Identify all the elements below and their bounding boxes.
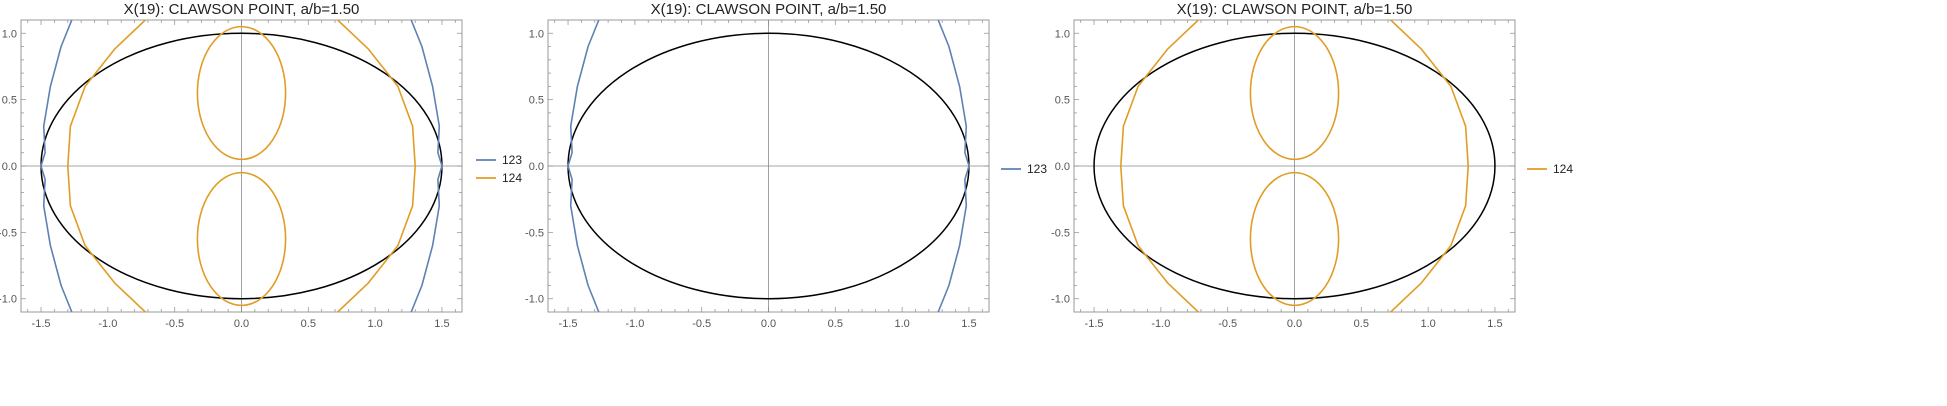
series-124-curve <box>1120 20 1199 312</box>
x-tick-label: -1.0 <box>1151 318 1170 330</box>
chart-title: X(19): CLAWSON POINT, a/b=1.50 <box>124 1 360 18</box>
x-tick-label: -1.5 <box>1085 318 1104 330</box>
x-tick-label: 0.0 <box>1287 318 1302 330</box>
series-123-curve <box>410 20 443 312</box>
legend-label-123: 123 <box>1027 162 1047 176</box>
y-tick-label: -1.0 <box>525 294 544 306</box>
series-123-curve <box>937 20 970 312</box>
y-tick-label: 0.0 <box>2 161 17 173</box>
y-tick-label: -1.0 <box>0 294 17 306</box>
x-tick-label: -1.0 <box>98 318 117 330</box>
x-tick-label: 0.5 <box>1354 318 1369 330</box>
x-tick-label: -0.5 <box>165 318 184 330</box>
y-tick-label: -0.5 <box>1051 227 1070 239</box>
x-tick-label: 1.5 <box>434 318 449 330</box>
y-tick-label: 0.5 <box>2 95 17 107</box>
plot-area <box>1093 20 1496 312</box>
series-124-curve <box>337 20 417 312</box>
legend-label-123: 123 <box>502 153 522 167</box>
legend-label-124: 124 <box>502 171 522 185</box>
y-tick-label: 0.5 <box>529 95 544 107</box>
x-tick-label: -0.5 <box>1218 318 1237 330</box>
x-tick-label: 0.5 <box>828 318 843 330</box>
x-tick-label: 1.0 <box>367 318 382 330</box>
x-tick-label: -1.0 <box>625 318 644 330</box>
x-tick-label: 0.0 <box>234 318 249 330</box>
series-124-loop <box>1249 171 1340 307</box>
series-124-loop <box>196 25 287 161</box>
y-tick-label: 1.0 <box>1055 28 1070 40</box>
y-tick-label: -0.5 <box>0 227 17 239</box>
series-124-curve <box>1390 20 1469 312</box>
series-124-loop <box>196 171 287 307</box>
x-tick-label: 0.5 <box>301 318 316 330</box>
legend-label-124: 124 <box>1553 162 1573 176</box>
chart-panel-3: X(19): CLAWSON POINT, a/b=1.50 -1.5 -1.0 -0… <box>1051 1 1573 330</box>
series-123-curve <box>40 20 73 312</box>
x-tick-label: 1.0 <box>1420 318 1435 330</box>
plot-area <box>40 20 443 312</box>
chart-panel-2: X(19): CLAWSON POINT, a/b=1.50 -1.5 -1.0 -0… <box>525 1 1047 330</box>
y-tick-label: 1.0 <box>2 28 17 40</box>
y-tick-label: 1.0 <box>529 28 544 40</box>
series-124-loop <box>1249 25 1340 161</box>
chart-title: X(19): CLAWSON POINT, a/b=1.50 <box>651 1 887 18</box>
plot-area <box>567 20 970 312</box>
x-tick-label: 0.0 <box>761 318 776 330</box>
series-123-curve <box>567 20 600 312</box>
y-tick-label: -0.5 <box>525 227 544 239</box>
x-tick-label: 1.5 <box>1487 318 1502 330</box>
x-tick-label: 1.0 <box>894 318 909 330</box>
series-124-curve <box>67 20 146 312</box>
chart-title: X(19): CLAWSON POINT, a/b=1.50 <box>1177 1 1413 18</box>
y-tick-label: 0.5 <box>1055 95 1070 107</box>
chart-panel-1: X(19): CLAWSON POINT, a/b=1.50 -1.5 -1.0 -0… <box>0 1 522 330</box>
x-tick-label: -1.5 <box>559 318 578 330</box>
x-tick-label: -0.5 <box>692 318 711 330</box>
reference-ellipse <box>1093 32 1496 300</box>
x-tick-label: -1.5 <box>32 318 51 330</box>
x-tick-label: 1.5 <box>961 318 976 330</box>
y-tick-label: 0.0 <box>529 161 544 173</box>
y-tick-label: 0.0 <box>1055 161 1070 173</box>
y-tick-label: -1.0 <box>1051 294 1070 306</box>
